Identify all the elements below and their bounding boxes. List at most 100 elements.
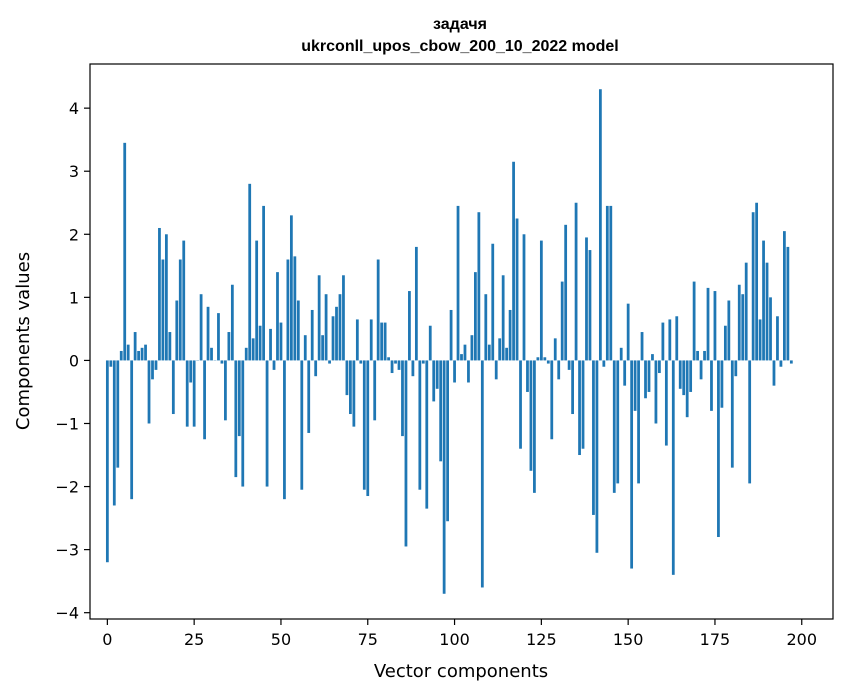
bar <box>783 231 786 361</box>
bar <box>140 347 144 361</box>
bar <box>474 272 477 361</box>
bar <box>116 360 120 468</box>
bar <box>345 360 349 396</box>
y-tick-label: 3 <box>69 162 79 181</box>
bar <box>692 281 696 361</box>
bar <box>130 360 134 500</box>
bar <box>748 360 752 484</box>
bar <box>477 212 481 361</box>
bar <box>619 347 623 361</box>
bar <box>133 332 137 361</box>
y-tick-label: −3 <box>55 541 79 560</box>
bar <box>720 360 724 408</box>
x-tick-label: 0 <box>102 630 112 649</box>
bar <box>769 297 772 361</box>
bar <box>414 246 418 361</box>
bar <box>706 287 710 361</box>
bar <box>234 360 238 478</box>
x-axis-label: Vector components <box>374 661 548 682</box>
y-tick-label: 0 <box>69 351 79 370</box>
bar <box>675 316 679 361</box>
bar <box>248 183 252 361</box>
bar <box>453 360 456 383</box>
bar <box>602 360 606 367</box>
bar <box>331 316 335 361</box>
bar <box>317 275 321 361</box>
bar <box>255 240 259 361</box>
bar <box>515 218 519 361</box>
bar <box>574 202 578 361</box>
x-tick-label: 75 <box>358 630 378 649</box>
bar <box>185 360 189 427</box>
plot-frame <box>89 63 834 620</box>
bar <box>727 300 731 361</box>
bar <box>137 350 140 361</box>
bar <box>553 338 557 361</box>
bar <box>314 360 318 377</box>
bar <box>571 360 574 415</box>
bar <box>744 262 748 361</box>
bar <box>658 360 661 374</box>
x-tick-label: 100 <box>439 630 470 649</box>
y-axis-ticks: −4 −3 −2 −1 0 1 2 3 4 <box>55 99 90 623</box>
bar <box>696 350 699 361</box>
bar <box>550 360 554 440</box>
bar <box>699 360 703 380</box>
bar <box>526 360 529 392</box>
bar <box>449 309 453 361</box>
bar <box>119 350 123 361</box>
bar <box>171 360 175 415</box>
bar <box>567 360 571 370</box>
bar <box>578 360 581 456</box>
bar <box>508 309 512 361</box>
bar-series <box>105 89 793 594</box>
bar <box>408 291 411 361</box>
bar <box>734 360 738 377</box>
bar <box>446 360 449 522</box>
bar <box>713 291 717 361</box>
bar <box>786 246 790 361</box>
bar <box>237 360 241 437</box>
bar <box>432 360 436 402</box>
bar <box>564 224 568 361</box>
bar <box>286 259 290 361</box>
x-tick-label: 25 <box>184 630 204 649</box>
bar <box>352 360 356 427</box>
bar <box>303 335 307 361</box>
bar <box>647 360 651 392</box>
bar <box>158 227 161 361</box>
bar <box>369 319 373 361</box>
bar <box>244 347 248 361</box>
bar <box>546 360 550 364</box>
bar <box>230 284 234 361</box>
bar <box>324 294 328 361</box>
bar <box>112 360 116 506</box>
bar <box>390 360 394 374</box>
bar <box>630 360 634 569</box>
bar <box>651 354 654 361</box>
bar <box>151 360 154 380</box>
bar <box>616 360 620 484</box>
bar <box>182 240 186 361</box>
bar <box>203 360 206 440</box>
bar <box>661 322 665 361</box>
y-tick-label: −4 <box>55 604 79 623</box>
bar <box>522 234 526 361</box>
y-tick-label: 4 <box>69 99 79 118</box>
bar <box>425 360 429 509</box>
bar <box>189 360 193 383</box>
bar <box>539 240 543 361</box>
bar <box>585 237 588 361</box>
bar <box>421 360 425 364</box>
bar <box>668 319 672 361</box>
bar <box>678 360 682 389</box>
bar <box>776 316 779 361</box>
bar <box>644 360 647 399</box>
x-tick-label: 150 <box>613 630 644 649</box>
bar <box>543 357 547 361</box>
bar <box>592 360 595 515</box>
bar <box>741 294 745 361</box>
bar <box>595 360 599 553</box>
bar <box>609 205 613 361</box>
bar <box>612 360 616 493</box>
